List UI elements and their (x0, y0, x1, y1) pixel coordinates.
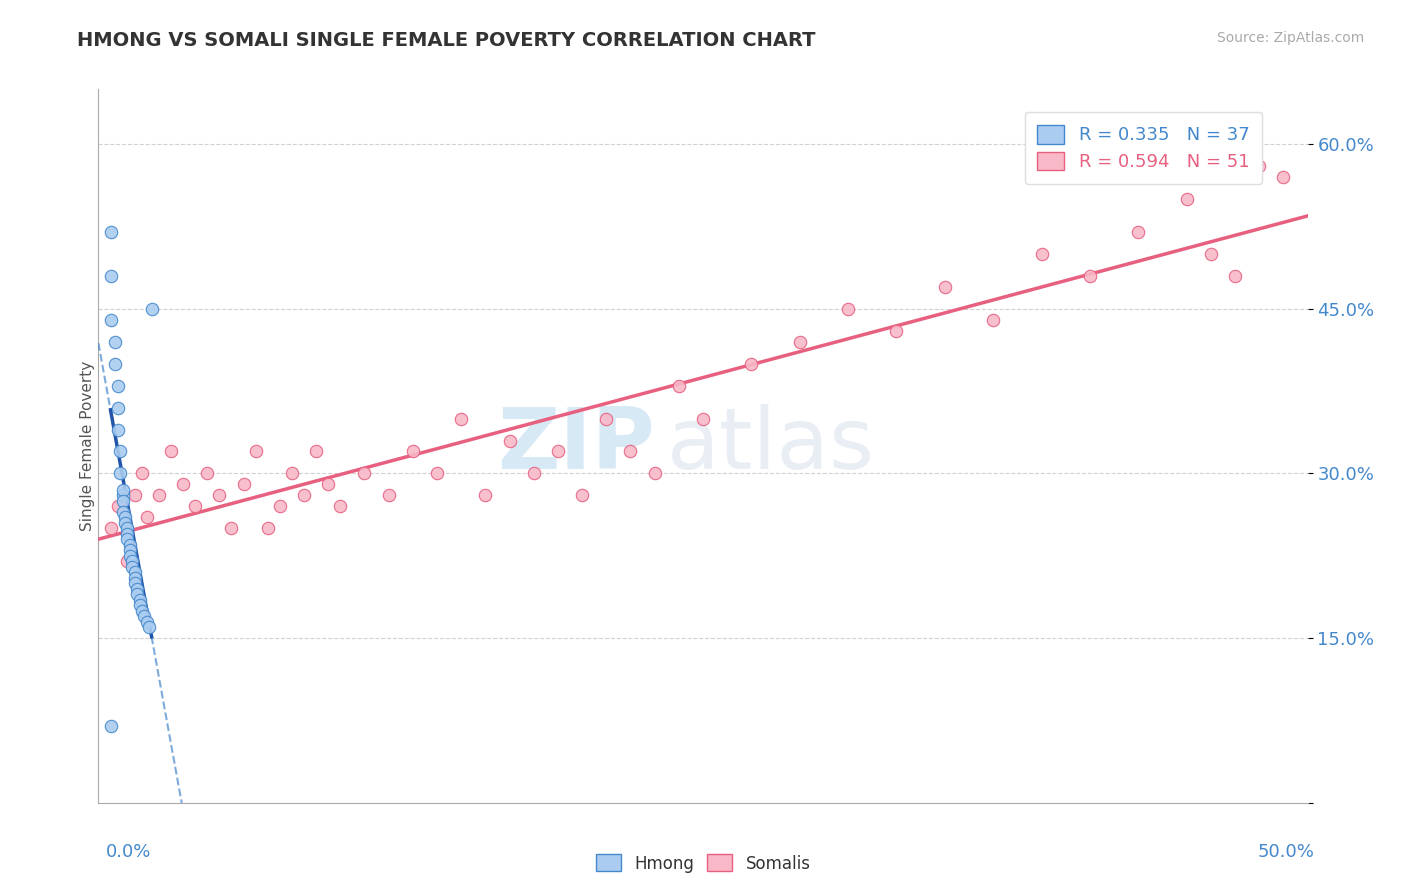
Point (148, 488, 170, 502)
Point (292, 488, 315, 502)
Point (281, 467, 304, 481)
Point (172, 477, 194, 491)
Point (124, 571, 146, 585)
Point (1223, 268, 1246, 283)
Point (100, 521, 122, 535)
Point (789, 334, 811, 349)
Point (474, 488, 496, 502)
Legend: R = 0.335   N = 37, R = 0.594   N = 51: R = 0.335 N = 37, R = 0.594 N = 51 (1025, 112, 1263, 184)
Point (100, 225, 122, 239)
Point (353, 467, 375, 481)
Point (208, 488, 231, 502)
Point (114, 510, 136, 524)
Point (547, 444, 569, 458)
Point (644, 467, 666, 481)
Point (1031, 247, 1053, 261)
Point (141, 301, 163, 316)
Point (195, 467, 218, 481)
Point (131, 467, 153, 481)
Point (111, 488, 134, 502)
Point (934, 280, 956, 294)
Point (104, 334, 127, 349)
Point (740, 357, 762, 371)
Point (117, 526, 139, 541)
Point (131, 604, 153, 618)
Point (107, 378, 129, 392)
Point (1175, 192, 1198, 206)
Point (1199, 247, 1222, 261)
Point (138, 620, 160, 634)
Point (523, 467, 546, 481)
Point (128, 592, 150, 607)
Point (1078, 268, 1101, 283)
Point (571, 488, 593, 502)
Point (692, 411, 714, 425)
Point (377, 488, 399, 502)
Point (256, 521, 278, 535)
Point (111, 483, 134, 497)
Point (402, 444, 425, 458)
Text: HMONG VS SOMALI SINGLE FEMALE POVERTY CORRELATION CHART: HMONG VS SOMALI SINGLE FEMALE POVERTY CO… (77, 31, 815, 50)
Point (108, 444, 131, 458)
Point (232, 477, 254, 491)
Point (1128, 225, 1150, 239)
Point (498, 434, 520, 448)
Point (886, 324, 908, 338)
Point (127, 582, 149, 596)
Point (128, 598, 150, 612)
Point (100, 719, 122, 733)
Point (1249, 159, 1271, 173)
Point (100, 312, 122, 326)
Point (124, 488, 146, 502)
Point (121, 554, 143, 568)
Point (108, 467, 131, 481)
Point (124, 566, 146, 580)
Point (668, 378, 690, 392)
Y-axis label: Single Female Poverty: Single Female Poverty (80, 361, 94, 531)
Point (316, 477, 339, 491)
Point (107, 401, 129, 415)
Point (111, 505, 134, 519)
Text: 50.0%: 50.0% (1258, 843, 1315, 861)
Point (100, 268, 122, 283)
Point (134, 609, 156, 624)
Point (269, 500, 291, 514)
Point (104, 357, 127, 371)
Point (107, 500, 129, 514)
Text: 0.0%: 0.0% (105, 843, 150, 861)
Point (245, 444, 267, 458)
Text: atlas: atlas (666, 404, 875, 488)
Point (184, 500, 207, 514)
Point (135, 510, 157, 524)
Point (117, 521, 139, 535)
Point (127, 587, 149, 601)
Text: Source: ZipAtlas.com: Source: ZipAtlas.com (1216, 31, 1364, 45)
Legend: Hmong, Somalis: Hmong, Somalis (589, 847, 817, 880)
Point (160, 444, 183, 458)
Point (837, 301, 859, 316)
Text: ZIP: ZIP (496, 404, 655, 488)
Point (118, 549, 141, 563)
Point (619, 444, 641, 458)
Point (305, 444, 328, 458)
Point (114, 516, 136, 530)
Point (135, 615, 157, 629)
Point (221, 521, 243, 535)
Point (329, 500, 352, 514)
Point (107, 423, 129, 437)
Point (1272, 169, 1295, 184)
Point (124, 576, 146, 591)
Point (117, 533, 139, 547)
Point (111, 494, 134, 508)
Point (981, 312, 1004, 326)
Point (450, 411, 472, 425)
Point (118, 538, 141, 552)
Point (121, 559, 143, 574)
Point (426, 467, 449, 481)
Point (117, 554, 139, 568)
Point (595, 411, 617, 425)
Point (118, 543, 141, 558)
